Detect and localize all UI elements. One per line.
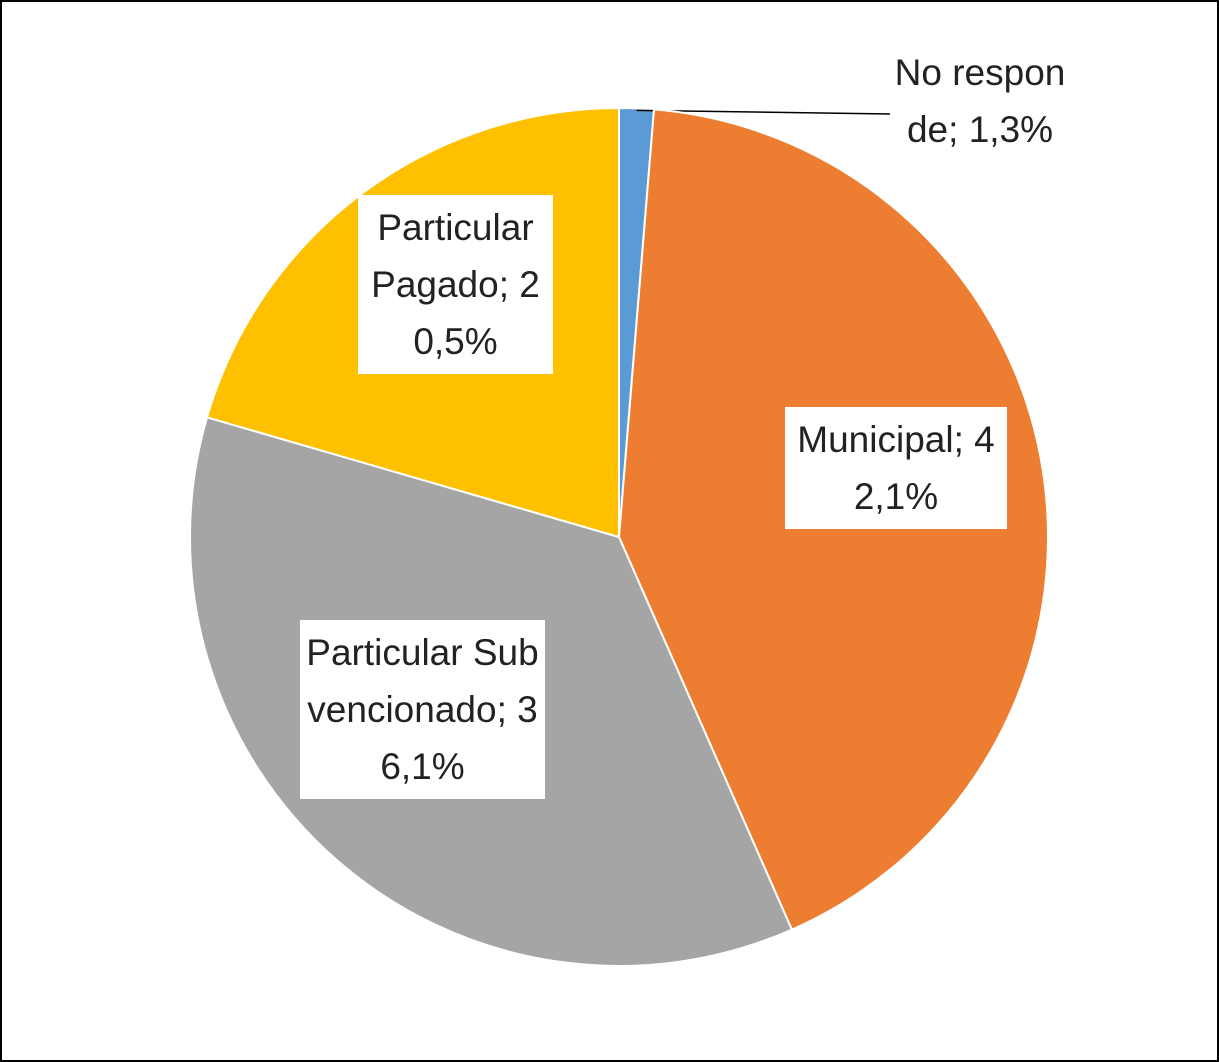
- label-value: 20,5%: [413, 264, 540, 362]
- label-separator: ;: [496, 689, 507, 730]
- label-separator: ;: [953, 419, 964, 460]
- label-category: No responde: [894, 52, 1066, 150]
- data-label: Particular Subvencionado; 36,1%: [300, 620, 545, 799]
- label-category: Municipal: [797, 419, 954, 460]
- data-label: No responde; 1,3%: [880, 40, 1080, 162]
- data-label: Particular Pagado; 20,5%: [358, 195, 553, 374]
- label-value: 36,1%: [380, 689, 538, 787]
- data-label-container: No responde; 1,3%: [880, 40, 1080, 162]
- data-label-container: Particular Subvencionado; 36,1%: [300, 620, 545, 799]
- label-category: Particular Subvencionado: [306, 632, 539, 730]
- label-separator: ;: [498, 264, 509, 305]
- label-category: Particular Pagado: [371, 207, 534, 305]
- label-value: 42,1%: [853, 419, 995, 517]
- data-label: Municipal; 42,1%: [785, 407, 1007, 529]
- label-separator: ;: [948, 109, 959, 150]
- leader-line: [636, 109, 891, 115]
- label-value: 1,3%: [968, 109, 1054, 150]
- data-label-container: Particular Pagado; 20,5%: [358, 195, 553, 374]
- data-label-container: Municipal; 42,1%: [785, 407, 1007, 529]
